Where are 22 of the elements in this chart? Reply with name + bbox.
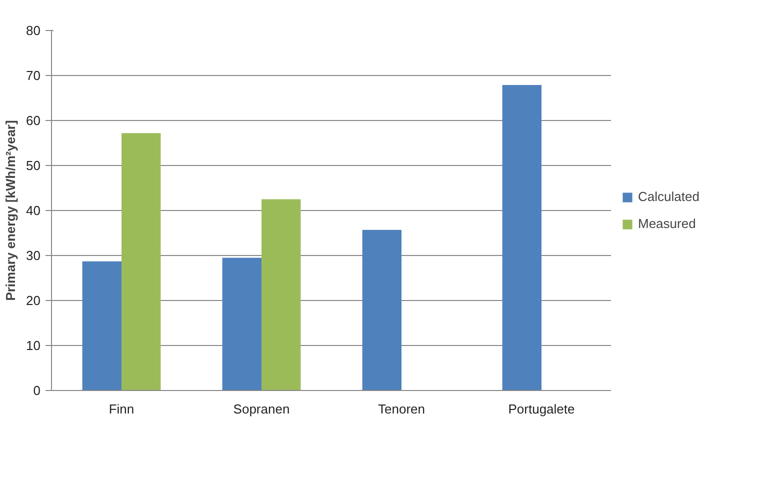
y-tick-label: 60: [26, 113, 41, 128]
y-tick-label: 80: [26, 23, 41, 38]
y-axis-title: Primary energy [kWh/m²year]: [3, 120, 18, 301]
x-tick-label: Portugalete: [508, 402, 575, 416]
y-tick-label: 10: [26, 338, 41, 353]
legend-label: Calculated: [638, 189, 700, 204]
x-tick-label: Sopranen: [233, 402, 290, 416]
y-tick-label: 30: [26, 248, 41, 263]
bar: [362, 230, 402, 390]
y-tick-label: 50: [26, 158, 41, 173]
bar: [82, 261, 122, 390]
bar: [502, 84, 542, 390]
x-tick-label: Tenoren: [378, 402, 425, 416]
y-tick-label: 20: [26, 293, 41, 308]
x-tick-label: Finn: [108, 402, 134, 416]
legend-label: Measured: [638, 216, 696, 231]
y-tick-label: 0: [33, 383, 41, 398]
y-tick-label: 70: [26, 68, 41, 83]
bar: [222, 258, 262, 390]
bar: [122, 133, 161, 390]
y-tick-label: 40: [26, 203, 41, 218]
bar: [262, 199, 301, 390]
